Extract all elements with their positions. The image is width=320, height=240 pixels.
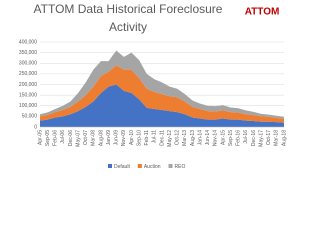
y-tick-label: 350,000	[19, 50, 37, 56]
x-tick-label: Jan-09	[106, 130, 112, 146]
legend-swatch	[137, 164, 142, 168]
legend-swatch	[168, 164, 173, 168]
x-tick-label: May-12	[167, 130, 173, 147]
x-tick-label: Dec-06	[68, 130, 74, 146]
y-tick-label: 150,000	[19, 92, 37, 98]
x-tick-label: Feb-16	[236, 130, 242, 146]
y-tick-label: 100,000	[19, 103, 37, 109]
chart-title: Activity	[109, 20, 147, 34]
chart: ATTOM Data Historical Foreclosure Activi…	[19, 2, 287, 170]
x-tick-label: Aug-08	[98, 130, 104, 146]
x-tick-label: Jan-14	[197, 130, 203, 146]
x-tick-label: Oct-07	[83, 130, 89, 145]
x-tick-label: Jul-06	[60, 130, 66, 144]
y-tick-label: 400,000	[19, 39, 37, 45]
x-tick-label: May-07	[75, 130, 81, 147]
y-tick-label: 250,000	[19, 71, 37, 77]
legend-label: Default	[114, 164, 130, 170]
x-tick-label: Apr-05	[37, 130, 43, 145]
x-tick-label: Oct-17	[266, 130, 272, 145]
area	[40, 84, 284, 127]
x-tick-label: Jun-09	[114, 130, 120, 146]
x-tick-label: May-17	[258, 130, 264, 147]
x-tick-label: Dec-16	[251, 130, 257, 146]
x-tick-label: Jul-11	[152, 130, 158, 143]
x-tick-label: Sep-15	[228, 130, 234, 146]
x-tick-label: Sep-05	[45, 130, 51, 146]
y-tick-label: 300,000	[19, 61, 37, 67]
x-tick-label: Mar-18	[274, 130, 280, 146]
x-tick-label: Sep-10	[136, 130, 142, 146]
legend-swatch	[108, 164, 112, 168]
x-tick-label: Feb-11	[144, 130, 150, 146]
chart-title: ATTOM Data Historical Foreclosure	[34, 2, 223, 16]
x-tick-label: Apr-10	[129, 130, 135, 145]
x-tick-label: Apr-15	[220, 130, 226, 145]
x-tick-label: Oct-12	[175, 130, 181, 145]
x-tick-label: Mar-13	[182, 130, 188, 146]
x-tick-label: Aug-13	[190, 130, 196, 146]
area	[40, 50, 284, 119]
legend-label: REO	[175, 164, 186, 170]
x-tick-label: Jun-14	[205, 130, 211, 146]
x-tick-label: Jul-16	[243, 130, 249, 144]
x-tick-label: Nov-09	[121, 130, 127, 146]
y-tick-label: 50,000	[22, 114, 38, 120]
x-tick-label: Dec-11	[159, 130, 165, 146]
x-tick-label: Feb-06	[53, 130, 59, 146]
x-tick-label: Aug-18	[281, 130, 287, 146]
y-tick-label: 200,000	[19, 82, 37, 88]
legend-label: Auction	[144, 164, 161, 170]
logo: ATTOM	[245, 7, 280, 18]
x-tick-label: Nov-14	[213, 130, 219, 146]
x-tick-label: Mar-08	[91, 130, 97, 146]
y-tick-label: 0	[34, 124, 37, 130]
